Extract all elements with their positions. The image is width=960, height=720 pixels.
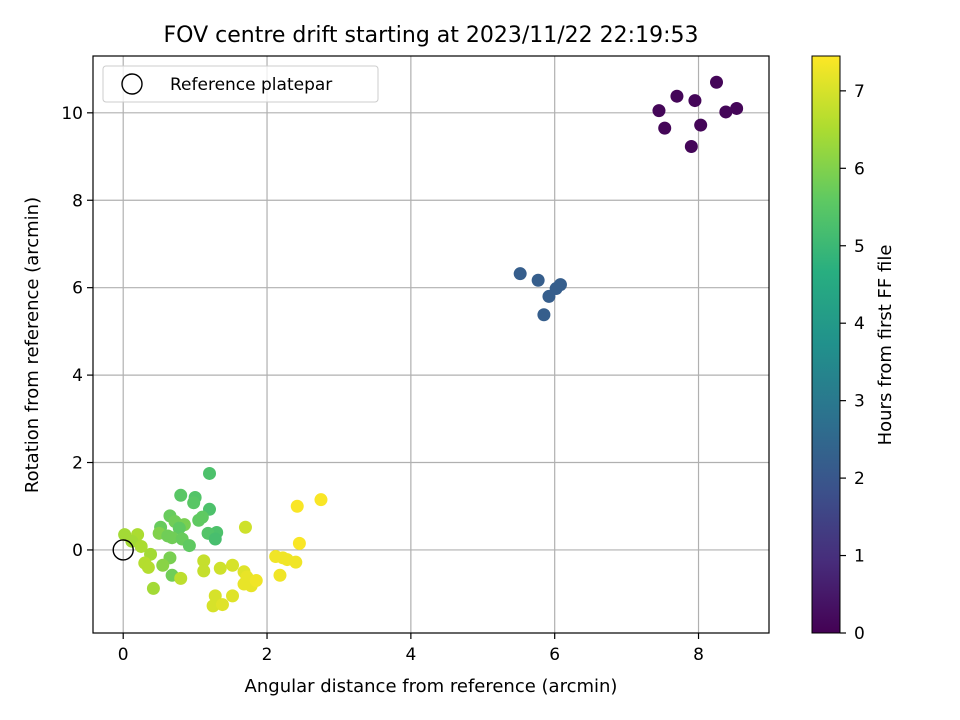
data-point: [215, 598, 229, 612]
data-point: [165, 531, 179, 545]
data-point: [182, 539, 196, 553]
plot-frame: [92, 55, 770, 634]
y-axis-label: Rotation from reference (arcmin): [22, 197, 43, 493]
colorbar-tick-label: 7: [854, 82, 865, 102]
data-point: [146, 581, 160, 595]
data-point: [273, 568, 287, 582]
x-axis-label: Angular distance from reference (arcmin): [245, 676, 618, 697]
y-tick-label: 0: [72, 541, 83, 561]
data-point: [197, 564, 211, 578]
legend-label: Reference platepar: [170, 75, 332, 95]
legend-marker-icon: [121, 73, 143, 95]
grid: [93, 56, 769, 633]
reference-marker: [112, 539, 134, 561]
colorbar-tick-label: 0: [854, 624, 865, 644]
x-tick-label: 0: [118, 645, 129, 665]
colorbar: 0 1 2 3 4 5 6 7 Hours from first FF file: [811, 55, 896, 644]
data-point: [652, 104, 666, 118]
data-point: [226, 589, 240, 603]
data-point: [174, 488, 188, 502]
data-point: [688, 94, 702, 108]
y-tick-label: 6: [72, 279, 83, 299]
colorbar-tick-label: 2: [854, 469, 865, 489]
data-point: [314, 493, 328, 507]
data-point: [192, 513, 206, 527]
colorbar-tick-label: 3: [854, 392, 865, 412]
data-point: [694, 118, 708, 132]
data-point: [141, 560, 155, 574]
data-point: [187, 496, 201, 510]
data-point: [208, 532, 222, 546]
y-tick-label: 2: [72, 454, 83, 474]
x-tick-label: 2: [262, 645, 273, 665]
data-point: [156, 558, 170, 572]
data-point: [290, 499, 304, 513]
y-axis-ticks: 0 2 4 6 8 10: [61, 104, 93, 561]
y-tick-label: 4: [72, 366, 83, 386]
data-point: [292, 536, 306, 550]
chart-title: FOV centre drift starting at 2023/11/22 …: [164, 23, 699, 48]
y-tick-label: 10: [61, 104, 83, 124]
legend-box: [102, 65, 379, 103]
data-point: [658, 121, 672, 135]
data-point: [542, 289, 556, 303]
data-point: [730, 101, 744, 115]
colorbar-tick-label: 1: [854, 547, 865, 567]
data-point: [710, 75, 724, 89]
data-point: [289, 555, 303, 569]
data-point: [513, 267, 527, 281]
data-point: [531, 273, 545, 287]
x-tick-label: 6: [549, 645, 560, 665]
colorbar-tick-label: 4: [854, 314, 865, 334]
data-point: [684, 139, 698, 153]
data-point: [197, 554, 211, 568]
y-tick-label: 8: [72, 191, 83, 211]
x-tick-label: 8: [693, 645, 704, 665]
data-point: [172, 521, 186, 535]
data-point: [213, 561, 227, 575]
colorbar-tick-label: 6: [854, 159, 865, 179]
data-point: [249, 574, 263, 588]
data-point: [537, 308, 551, 322]
data-point: [226, 558, 240, 572]
data-point: [238, 520, 252, 534]
data-point: [719, 105, 733, 119]
x-axis-ticks: 0 2 4 6 8: [118, 633, 704, 665]
data-point: [670, 89, 684, 103]
data-point: [203, 466, 217, 480]
data-point: [174, 571, 188, 585]
colorbar-tick-label: 5: [854, 237, 865, 257]
colorbar-ticks: 0 1 2 3 4 5 6 7: [840, 82, 865, 644]
data-points: [118, 75, 744, 613]
colorbar-gradient: [811, 55, 841, 634]
data-point: [134, 539, 148, 553]
colorbar-label: Hours from first FF file: [875, 245, 896, 446]
data-point: [208, 589, 222, 603]
legend: Reference platepar: [102, 65, 379, 103]
x-tick-label: 4: [405, 645, 416, 665]
